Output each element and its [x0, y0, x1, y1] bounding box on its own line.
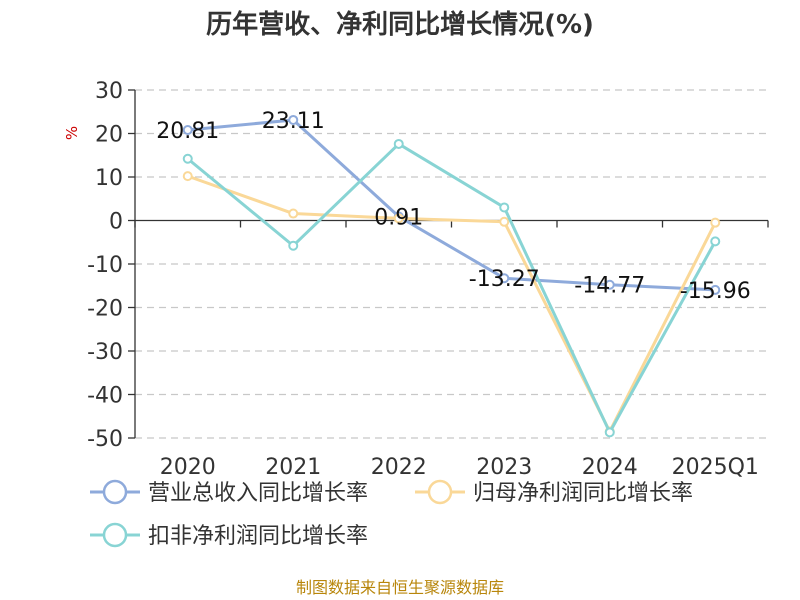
- series-3-point: [288, 240, 299, 251]
- x-tick-label: 2025Q1: [672, 455, 759, 480]
- series-2-point: [710, 217, 721, 228]
- x-tick-label: 2024: [582, 455, 638, 480]
- series-2-point: [182, 171, 193, 182]
- x-tick-label: 2022: [371, 455, 427, 480]
- series-3-point: [604, 427, 615, 438]
- series-1-point: [182, 124, 193, 135]
- series-3-point: [710, 236, 721, 247]
- y-tick-label: 10: [95, 166, 123, 191]
- series-1-point: [499, 273, 510, 284]
- data-label: -14.77: [574, 274, 645, 299]
- y-tick-label: -40: [87, 384, 123, 409]
- y-tick-label: 30: [95, 79, 123, 104]
- y-tick-labels: 30 20 10 0 -10 -20 -30 -40 -50: [87, 79, 123, 452]
- y-axis-unit: %: [63, 126, 81, 140]
- series-1-point: [604, 279, 615, 290]
- series-2-point: [288, 208, 299, 219]
- data-label: 20.81: [156, 119, 219, 144]
- data-label: 0.91: [374, 206, 423, 231]
- source-note: 制图数据来自恒生聚源数据库: [296, 578, 504, 597]
- chart-title: 历年营收、净利同比增长情况(%): [206, 9, 594, 40]
- series-2-point: [393, 213, 404, 224]
- series-1-point: [288, 114, 299, 125]
- series-line-1: [187, 118, 716, 292]
- series-1-point: [710, 284, 721, 295]
- y-tick-label: -10: [87, 253, 123, 278]
- legend-label-1: 营业总收入同比增长率: [148, 481, 368, 506]
- legend-marker-3: [102, 522, 128, 548]
- data-label: -13.27: [469, 267, 540, 292]
- legend-label-2: 归母净利润同比增长率: [473, 481, 693, 506]
- y-tick-label: -50: [87, 427, 123, 452]
- series-line-3: [186, 142, 717, 434]
- gridlines: [135, 89, 768, 439]
- data-label: -15.96: [680, 279, 751, 304]
- series-2-point: [499, 216, 510, 227]
- data-labels: 20.81 23.11 0.91 -13.27 -14.77 -15.96: [156, 109, 750, 304]
- y-tick-label: 20: [95, 123, 123, 148]
- legend-marker-2: [427, 479, 453, 505]
- series-line-2: [187, 174, 717, 433]
- data-label: 23.11: [262, 109, 325, 134]
- y-tick-label: -20: [87, 297, 123, 322]
- series-3-point: [499, 202, 510, 213]
- x-tick-label: 2023: [476, 455, 532, 480]
- x-tick-label: 2020: [160, 455, 216, 480]
- legend-label-3: 扣非净利润同比增长率: [148, 524, 368, 549]
- y-tick-label: -30: [87, 340, 123, 365]
- legend-marker-1: [102, 479, 128, 505]
- series-lines: [182, 114, 721, 438]
- series-3-point: [182, 153, 193, 164]
- y-tick-label: 0: [109, 210, 123, 235]
- series-3-point: [393, 138, 404, 149]
- x-tick-labels: 2020 2021 2022 2023 2024 2025Q1: [160, 455, 759, 480]
- x-tick-label: 2021: [265, 455, 321, 480]
